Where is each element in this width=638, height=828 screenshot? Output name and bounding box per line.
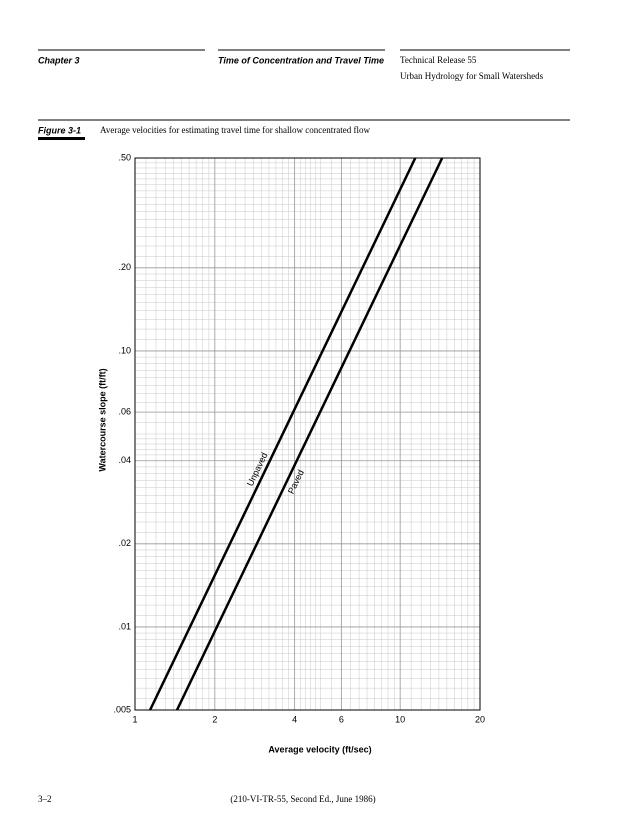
series-line <box>148 157 417 711</box>
report-subtitle: Urban Hydrology for Small Watersheds <box>400 71 544 81</box>
x-tick-label: 6 <box>339 714 344 724</box>
y-tick-label: .06 <box>118 407 131 417</box>
x-tick-label: 4 <box>292 714 297 724</box>
figure-label: Figure 3-1 <box>38 125 81 135</box>
y-tick-label: .005 <box>113 704 131 714</box>
x-tick-label: 2 <box>212 714 217 724</box>
plot-frame <box>134 157 481 711</box>
y-tick-label: .01 <box>118 621 131 631</box>
y-tick-label: .02 <box>118 538 131 548</box>
y-tick-label: .04 <box>118 455 131 465</box>
x-axis-label: Average velocity (ft/sec) <box>268 744 371 754</box>
page-number: 3–2 <box>38 794 52 804</box>
report: Technical Release 55 <box>400 55 477 65</box>
y-tick-label: .50 <box>118 152 131 162</box>
y-tick-label: .10 <box>118 345 131 355</box>
chapter: Chapter 3 <box>38 55 80 65</box>
figure-caption: Average velocities for estimating travel… <box>100 125 370 135</box>
x-tick-label: 10 <box>395 714 405 724</box>
citation: (210-VI-TR-55, Second Ed., June 1986) <box>230 794 375 804</box>
y-axis-label: Watercourse slope (ft/ft) <box>97 368 107 471</box>
x-tick-label: 1 <box>132 714 137 724</box>
y-tick-label: .20 <box>118 262 131 272</box>
section: Time of Concentration and Travel Time <box>218 55 384 65</box>
series-line <box>175 157 444 711</box>
figure-bar <box>38 137 85 140</box>
x-tick-label: 20 <box>475 714 485 724</box>
